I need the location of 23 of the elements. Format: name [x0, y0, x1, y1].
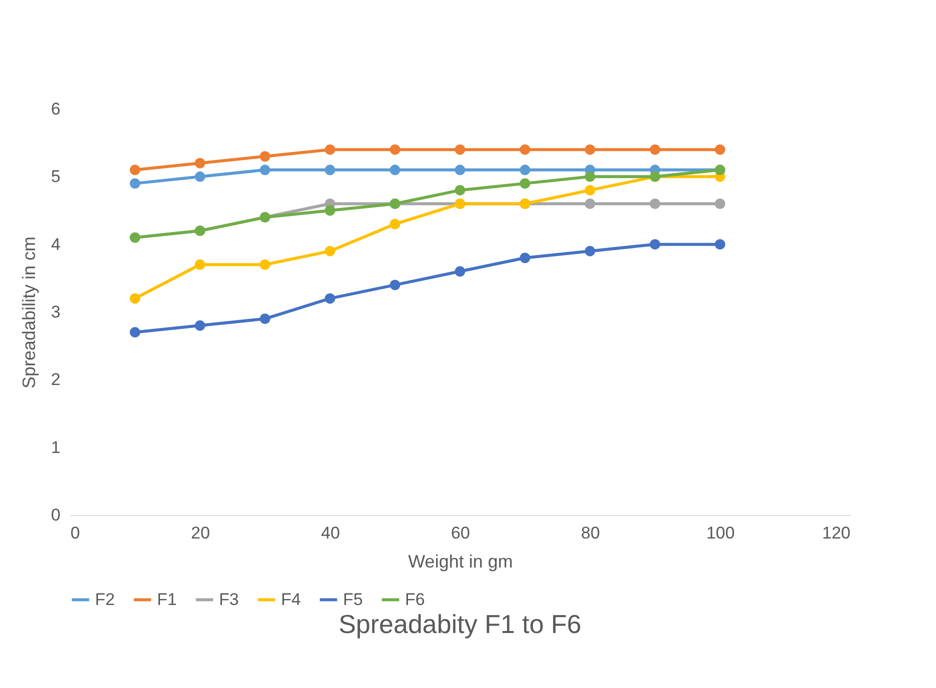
x-tick-label: 20 [191, 524, 210, 542]
y-tick-label: 0 [51, 506, 60, 524]
y-tick-label: 5 [51, 167, 60, 186]
y-tick-label: 3 [51, 302, 60, 322]
y-tick-label: 6 [51, 100, 60, 118]
x-axis-title: Weight in gm [408, 552, 513, 572]
x-tick-label: 0 [70, 524, 80, 542]
legend-label: F5 [343, 590, 363, 609]
y-axis-title: Spreadability in cm [19, 236, 40, 389]
text: Spreadabity F1 to F6 [338, 609, 582, 639]
legend-label: F1 [157, 590, 177, 609]
legend-label: F6 [405, 590, 425, 609]
x-tick-label: 60 [451, 524, 470, 542]
y-tick-label: 2 [51, 370, 60, 390]
y-tick-label: 1 [51, 438, 60, 457]
legend-label: F3 [219, 590, 239, 609]
legend-label: F4 [281, 590, 301, 609]
y-tick-label: 4 [51, 234, 60, 254]
x-tick-label: 40 [321, 524, 340, 542]
x-tick-label: 100 [706, 524, 735, 542]
x-tick-label: 80 [581, 524, 600, 542]
x-tick-label: 120 [822, 524, 850, 542]
legend-label: F2 [95, 590, 115, 609]
